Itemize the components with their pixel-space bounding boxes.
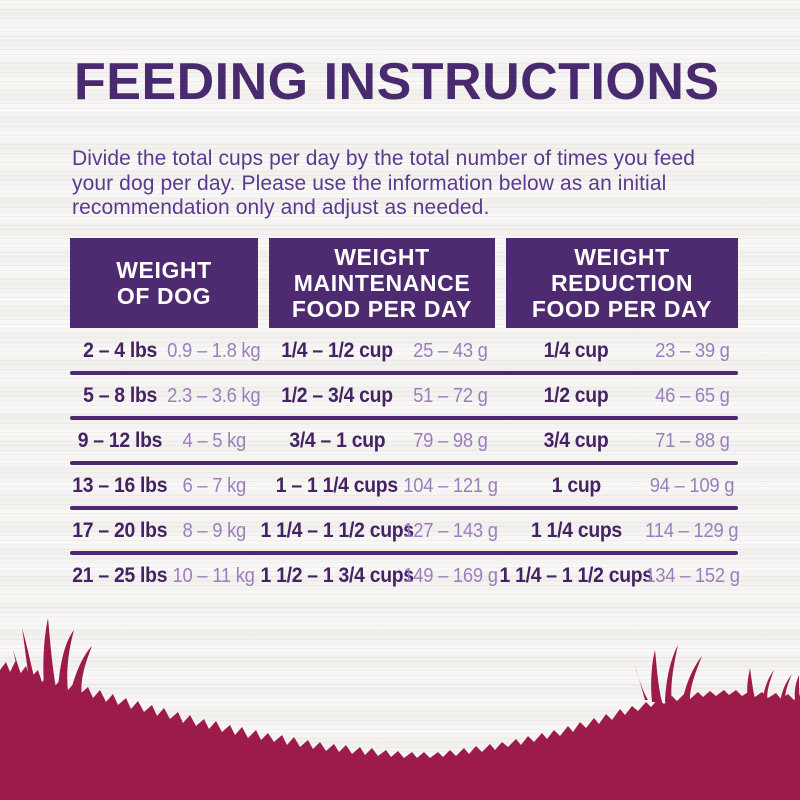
maintenance-cups-cell: 1 1/4 – 1 1/2 cups bbox=[260, 518, 414, 542]
table-row: 21 – 25 lbs 10 – 11 kg 1 1/2 – 1 3/4 cup… bbox=[70, 553, 740, 598]
reduction-group: 1/2 cup 46 – 65 g bbox=[506, 383, 738, 408]
maintenance-group: 1 1/4 – 1 1/2 cups 127 – 143 g bbox=[260, 518, 498, 543]
header-line: WEIGHT bbox=[334, 244, 430, 270]
header-line: FOOD PER DAY bbox=[291, 296, 473, 322]
header-line: WEIGHT bbox=[574, 244, 670, 270]
grass-silhouette bbox=[0, 618, 800, 800]
maintenance-group: 1/2 – 3/4 cup 51 – 72 g bbox=[269, 383, 495, 408]
column-header-weight-reduction: WEIGHT REDUCTION FOOD PER DAY bbox=[506, 238, 738, 328]
reduction-grams-cell: 114 – 129 g bbox=[645, 518, 739, 542]
header-line: MAINTENANCE bbox=[293, 270, 471, 296]
maintenance-grams-cell: 104 – 121 g bbox=[402, 473, 498, 497]
weight-lbs-cell: 21 – 25 lbs bbox=[72, 563, 168, 587]
weight-group: 5 – 8 lbs 2.3 – 3.6 kg bbox=[70, 383, 261, 408]
maintenance-group: 3/4 – 1 cup 79 – 98 g bbox=[269, 428, 495, 453]
table-row: 2 – 4 lbs 0.9 – 1.8 kg 1/4 – 1/2 cup 25 … bbox=[70, 328, 738, 375]
table-row: 17 – 20 lbs 8 – 9 kg 1 1/4 – 1 1/2 cups … bbox=[70, 508, 739, 555]
table-header-row: WEIGHT OF DOG WEIGHT MAINTENANCE FOOD PE… bbox=[70, 238, 738, 328]
reduction-cups-cell: 1 1/4 – 1 1/2 cups bbox=[499, 563, 653, 587]
weight-group: 17 – 20 lbs 8 – 9 kg bbox=[70, 518, 258, 543]
weight-lbs-cell: 17 – 20 lbs bbox=[72, 518, 168, 542]
weight-kg-cell: 2.3 – 3.6 kg bbox=[167, 383, 261, 407]
page-title: FEEDING INSTRUCTIONS bbox=[74, 53, 720, 111]
maintenance-grams-cell: 25 – 43 g bbox=[412, 338, 488, 362]
reduction-cups-cell: 3/4 cup bbox=[543, 428, 609, 452]
reduction-cups-cell: 1/2 cup bbox=[543, 383, 609, 407]
intro-text: Divide the total cups per day by the tot… bbox=[72, 147, 696, 219]
header-line: FOOD PER DAY bbox=[531, 296, 713, 322]
weight-lbs-cell: 9 – 12 lbs bbox=[77, 428, 163, 452]
reduction-group: 1 1/4 cups 114 – 129 g bbox=[506, 518, 739, 543]
maintenance-grams-cell: 51 – 72 g bbox=[412, 383, 488, 407]
maintenance-group: 1/4 – 1/2 cup 25 – 43 g bbox=[269, 338, 495, 363]
weight-lbs-cell: 2 – 4 lbs bbox=[83, 338, 157, 362]
header-line: WEIGHT bbox=[116, 257, 212, 283]
maintenance-grams-cell: 127 – 143 g bbox=[402, 518, 498, 542]
table-row: 9 – 12 lbs 4 – 5 kg 3/4 – 1 cup 79 – 98 … bbox=[70, 418, 738, 465]
reduction-grams-cell: 46 – 65 g bbox=[654, 383, 730, 407]
weight-group: 21 – 25 lbs 10 – 11 kg bbox=[70, 563, 258, 588]
weight-group: 9 – 12 lbs 4 – 5 kg bbox=[70, 428, 258, 453]
weight-kg-cell: 4 – 5 kg bbox=[182, 428, 246, 452]
reduction-grams-cell: 94 – 109 g bbox=[649, 473, 735, 497]
weight-kg-cell: 0.9 – 1.8 kg bbox=[167, 338, 261, 362]
maintenance-cups-cell: 1/4 – 1/2 cup bbox=[281, 338, 393, 362]
reduction-cups-cell: 1/4 cup bbox=[543, 338, 609, 362]
header-line: OF DOG bbox=[116, 283, 212, 309]
weight-kg-cell: 10 – 11 kg bbox=[172, 563, 256, 587]
maintenance-cups-cell: 1/2 – 3/4 cup bbox=[281, 383, 393, 407]
table-row: 13 – 16 lbs 6 – 7 kg 1 – 1 1/4 cups 104 … bbox=[70, 463, 738, 510]
column-header-weight-maintenance: WEIGHT MAINTENANCE FOOD PER DAY bbox=[269, 238, 495, 328]
weight-kg-cell: 8 – 9 kg bbox=[182, 518, 246, 542]
reduction-grams-cell: 134 – 152 g bbox=[644, 563, 740, 587]
weight-lbs-cell: 13 – 16 lbs bbox=[72, 473, 168, 497]
reduction-cups-cell: 1 1/4 cups bbox=[530, 518, 622, 542]
table-row: 5 – 8 lbs 2.3 – 3.6 kg 1/2 – 3/4 cup 51 … bbox=[70, 373, 738, 420]
reduction-group: 1/4 cup 23 – 39 g bbox=[506, 338, 738, 363]
maintenance-group: 1 – 1 1/4 cups 104 – 121 g bbox=[269, 473, 498, 498]
reduction-group: 1 1/4 – 1 1/2 cups 134 – 152 g bbox=[499, 563, 740, 588]
maintenance-grams-cell: 79 – 98 g bbox=[412, 428, 488, 452]
maintenance-cups-cell: 3/4 – 1 cup bbox=[289, 428, 385, 452]
maintenance-cups-cell: 1 1/2 – 1 3/4 cups bbox=[260, 563, 414, 587]
reduction-group: 3/4 cup 71 – 88 g bbox=[506, 428, 738, 453]
maintenance-grams-cell: 149 – 169 g bbox=[402, 563, 498, 587]
feeding-table: WEIGHT OF DOG WEIGHT MAINTENANCE FOOD PE… bbox=[70, 238, 740, 598]
maintenance-cups-cell: 1 – 1 1/4 cups bbox=[275, 473, 399, 497]
reduction-cups-cell: 1 cup bbox=[551, 473, 601, 497]
weight-kg-cell: 6 – 7 kg bbox=[182, 473, 246, 497]
reduction-grams-cell: 71 – 88 g bbox=[654, 428, 730, 452]
weight-group: 13 – 16 lbs 6 – 7 kg bbox=[70, 473, 258, 498]
table-body: 2 – 4 lbs 0.9 – 1.8 kg 1/4 – 1/2 cup 25 … bbox=[70, 328, 740, 598]
reduction-group: 1 cup 94 – 109 g bbox=[506, 473, 738, 498]
weight-lbs-cell: 5 – 8 lbs bbox=[83, 383, 157, 407]
weight-group: 2 – 4 lbs 0.9 – 1.8 kg bbox=[70, 338, 261, 363]
header-line: REDUCTION bbox=[550, 270, 694, 296]
column-header-weight-of-dog: WEIGHT OF DOG bbox=[70, 238, 258, 328]
reduction-grams-cell: 23 – 39 g bbox=[654, 338, 730, 362]
maintenance-group: 1 1/2 – 1 3/4 cups 149 – 169 g bbox=[260, 563, 498, 588]
